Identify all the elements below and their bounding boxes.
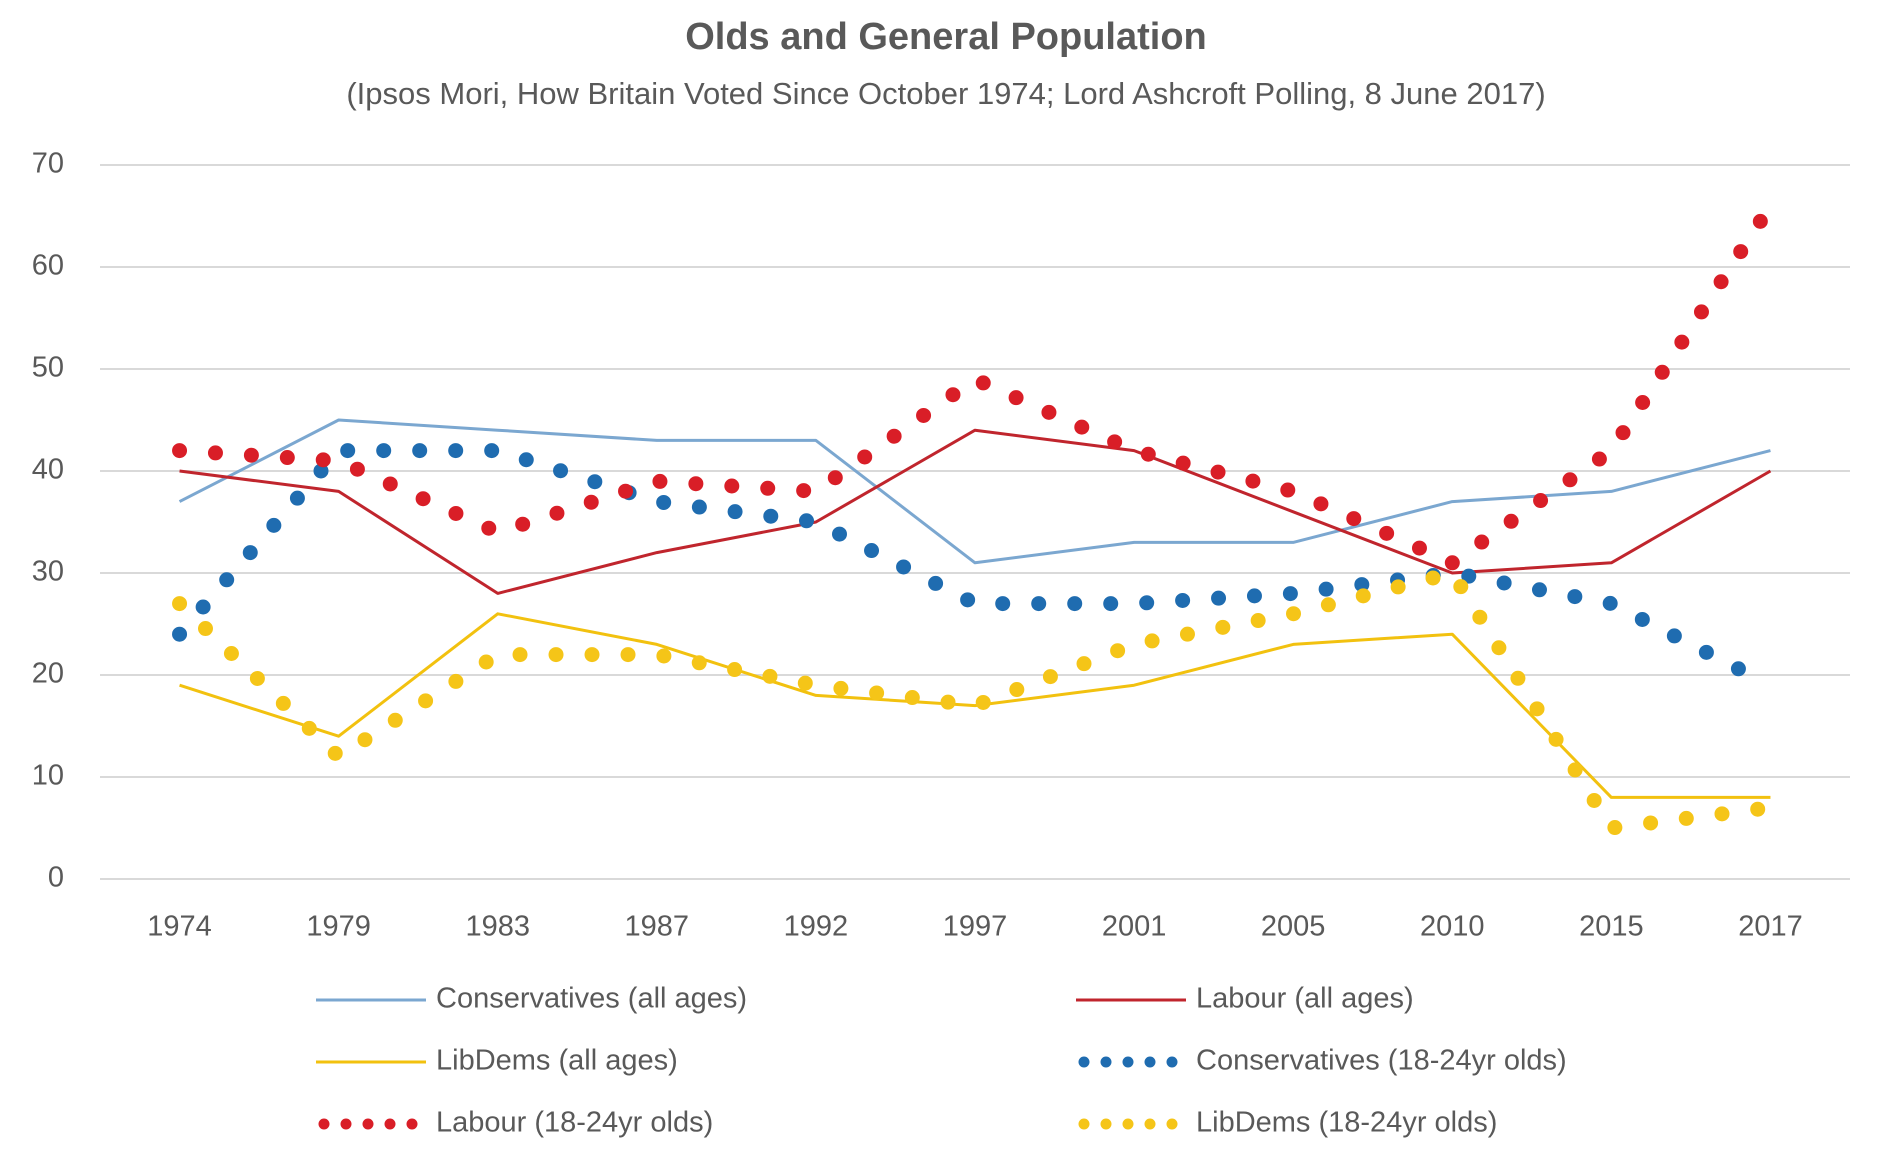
y-tick-label: 70	[32, 148, 64, 180]
series-line	[172, 443, 1778, 693]
series-line	[172, 198, 1778, 571]
legend-label: Conservatives (18-24yr olds)	[1196, 1045, 1567, 1077]
legend-label: Labour (all ages)	[1196, 983, 1414, 1015]
legend-label: Labour (18-24yr olds)	[436, 1107, 713, 1139]
y-tick-label: 30	[32, 556, 64, 588]
x-tick-label: 1997	[943, 911, 1008, 943]
x-tick-label: 1987	[625, 911, 690, 943]
x-tick-label: 2015	[1579, 911, 1644, 943]
legend-label: Conservatives (all ages)	[436, 983, 747, 1015]
y-tick-label: 50	[32, 352, 64, 384]
series-line	[179, 428, 1772, 595]
series-line	[178, 418, 1771, 565]
y-tick-label: 40	[32, 454, 64, 486]
y-tick-label: 0	[48, 862, 64, 894]
legend-label: LibDems (all ages)	[436, 1045, 678, 1077]
legend-label: LibDems (18-24yr olds)	[1196, 1107, 1497, 1139]
series-line	[172, 565, 1778, 836]
x-tick-label: 1983	[465, 911, 530, 943]
y-tick-label: 10	[32, 760, 64, 792]
x-tick-label: 1974	[147, 911, 212, 943]
x-tick-label: 2001	[1102, 911, 1167, 943]
x-tick-label: 2017	[1738, 911, 1803, 943]
y-tick-label: 60	[32, 250, 64, 282]
chart-subtitle: (Ipsos Mori, How Britain Voted Since Oct…	[346, 76, 1545, 111]
x-tick-label: 2010	[1420, 911, 1485, 943]
x-tick-label: 1979	[306, 911, 371, 943]
chart-title: Olds and General Population	[685, 16, 1207, 58]
x-tick-label: 1992	[784, 911, 849, 943]
y-tick-label: 20	[32, 658, 64, 690]
series-line	[179, 612, 1771, 799]
x-tick-label: 2005	[1261, 911, 1326, 943]
